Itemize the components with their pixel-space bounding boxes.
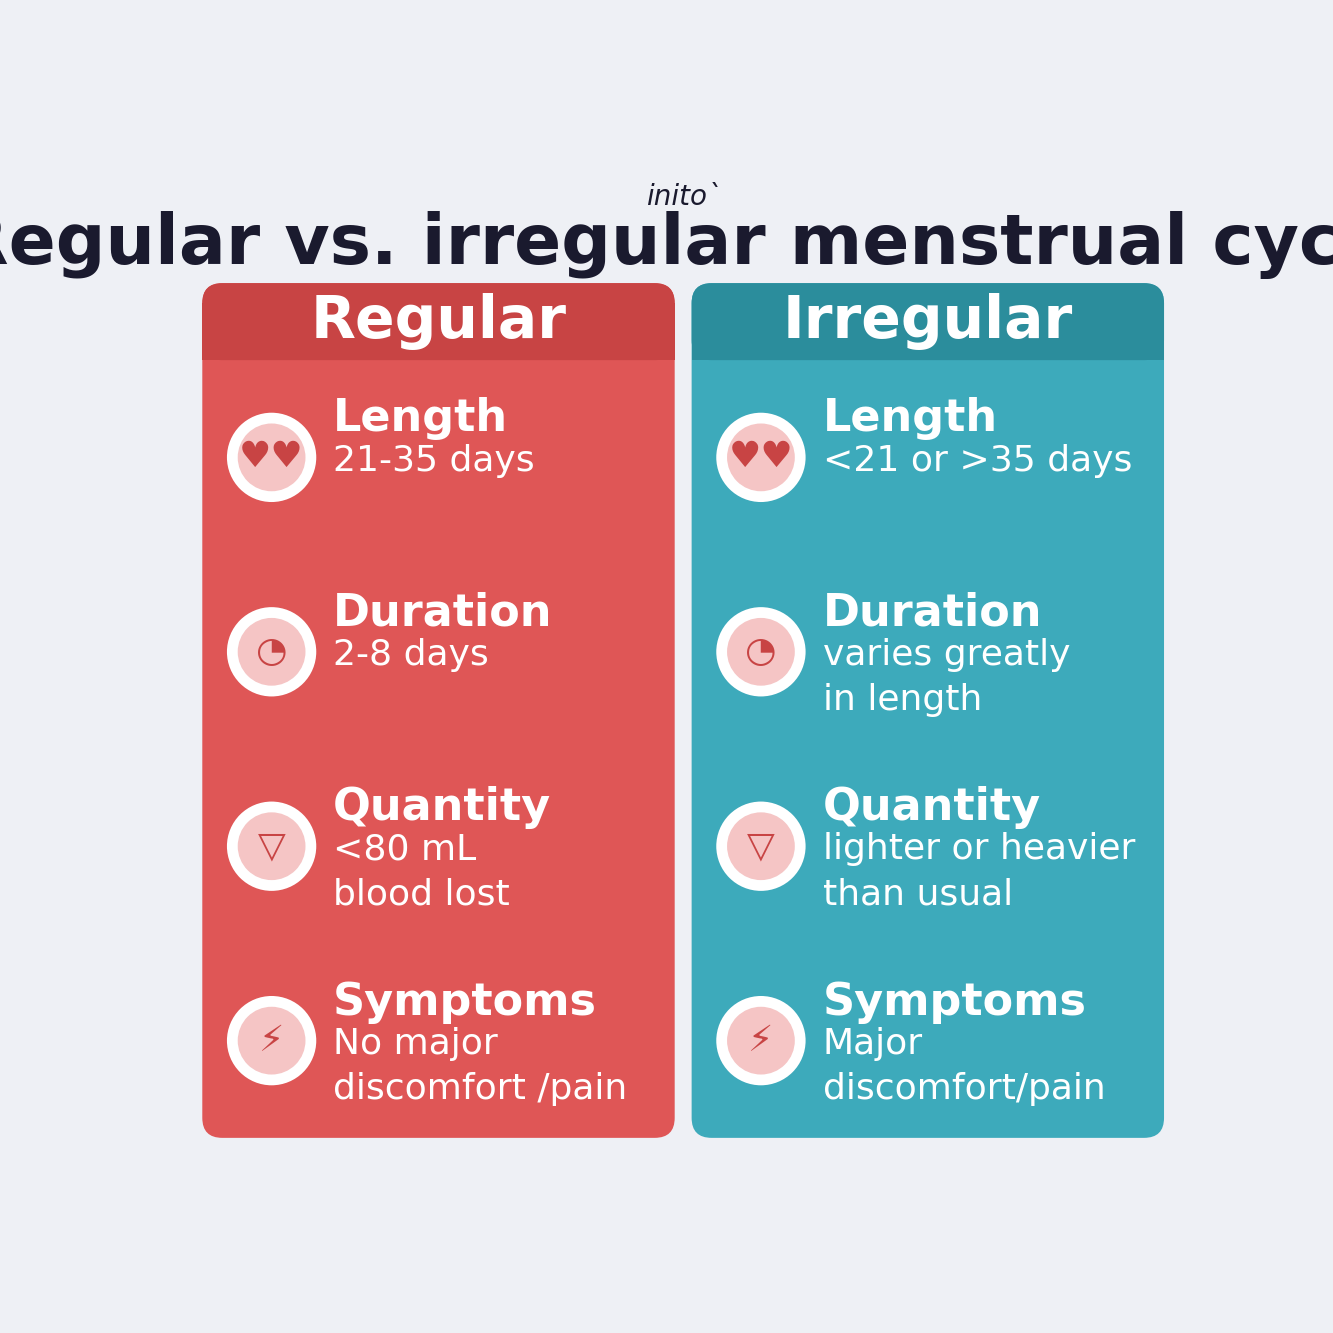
Text: lighter or heavier
than usual: lighter or heavier than usual <box>822 832 1134 912</box>
Circle shape <box>726 1006 794 1074</box>
Text: ♥♥: ♥♥ <box>239 440 304 475</box>
Text: initoˋ: initoˋ <box>645 183 721 211</box>
Text: varies greatly
in length: varies greatly in length <box>822 639 1070 717</box>
Circle shape <box>237 812 305 880</box>
Text: ▽: ▽ <box>257 829 285 864</box>
Text: Symptoms: Symptoms <box>822 981 1086 1024</box>
Circle shape <box>227 413 316 503</box>
Text: ▽: ▽ <box>746 829 774 864</box>
Circle shape <box>237 619 305 685</box>
Text: 2-8 days: 2-8 days <box>333 639 489 672</box>
Text: ⚡: ⚡ <box>748 1024 773 1057</box>
Text: Regular: Regular <box>311 293 567 351</box>
Text: Length: Length <box>333 397 508 440</box>
Circle shape <box>227 607 316 696</box>
Text: <21 or >35 days: <21 or >35 days <box>822 444 1132 477</box>
Text: Duration: Duration <box>822 592 1042 635</box>
Circle shape <box>227 801 316 890</box>
Text: 21-35 days: 21-35 days <box>333 444 535 477</box>
Text: Quantity: Quantity <box>822 786 1041 829</box>
Text: <80 mL
blood lost: <80 mL blood lost <box>333 832 511 912</box>
Text: Quantity: Quantity <box>333 786 552 829</box>
FancyBboxPatch shape <box>692 283 1164 1138</box>
Text: ⚡: ⚡ <box>259 1024 284 1057</box>
Circle shape <box>237 1006 305 1074</box>
Circle shape <box>237 424 305 492</box>
Circle shape <box>716 607 805 696</box>
Circle shape <box>716 801 805 890</box>
Text: ◔: ◔ <box>256 635 288 669</box>
Text: Duration: Duration <box>333 592 553 635</box>
Circle shape <box>726 424 794 492</box>
FancyBboxPatch shape <box>203 283 674 360</box>
Text: Regular vs. irregular menstrual cycle: Regular vs. irregular menstrual cycle <box>0 211 1333 279</box>
Text: Symptoms: Symptoms <box>333 981 597 1024</box>
Text: Major
discomfort/pain: Major discomfort/pain <box>822 1026 1105 1105</box>
Circle shape <box>227 996 316 1085</box>
Circle shape <box>716 413 805 503</box>
Text: Length: Length <box>822 397 997 440</box>
FancyBboxPatch shape <box>203 283 674 1138</box>
Text: ♥♥: ♥♥ <box>729 440 793 475</box>
Text: ◔: ◔ <box>745 635 777 669</box>
Circle shape <box>716 996 805 1085</box>
Bar <box>203 303 674 360</box>
Bar <box>692 303 1164 360</box>
Circle shape <box>726 619 794 685</box>
Circle shape <box>726 812 794 880</box>
Text: Irregular: Irregular <box>782 293 1073 351</box>
Text: No major
discomfort /pain: No major discomfort /pain <box>333 1026 628 1105</box>
FancyBboxPatch shape <box>692 283 1164 360</box>
